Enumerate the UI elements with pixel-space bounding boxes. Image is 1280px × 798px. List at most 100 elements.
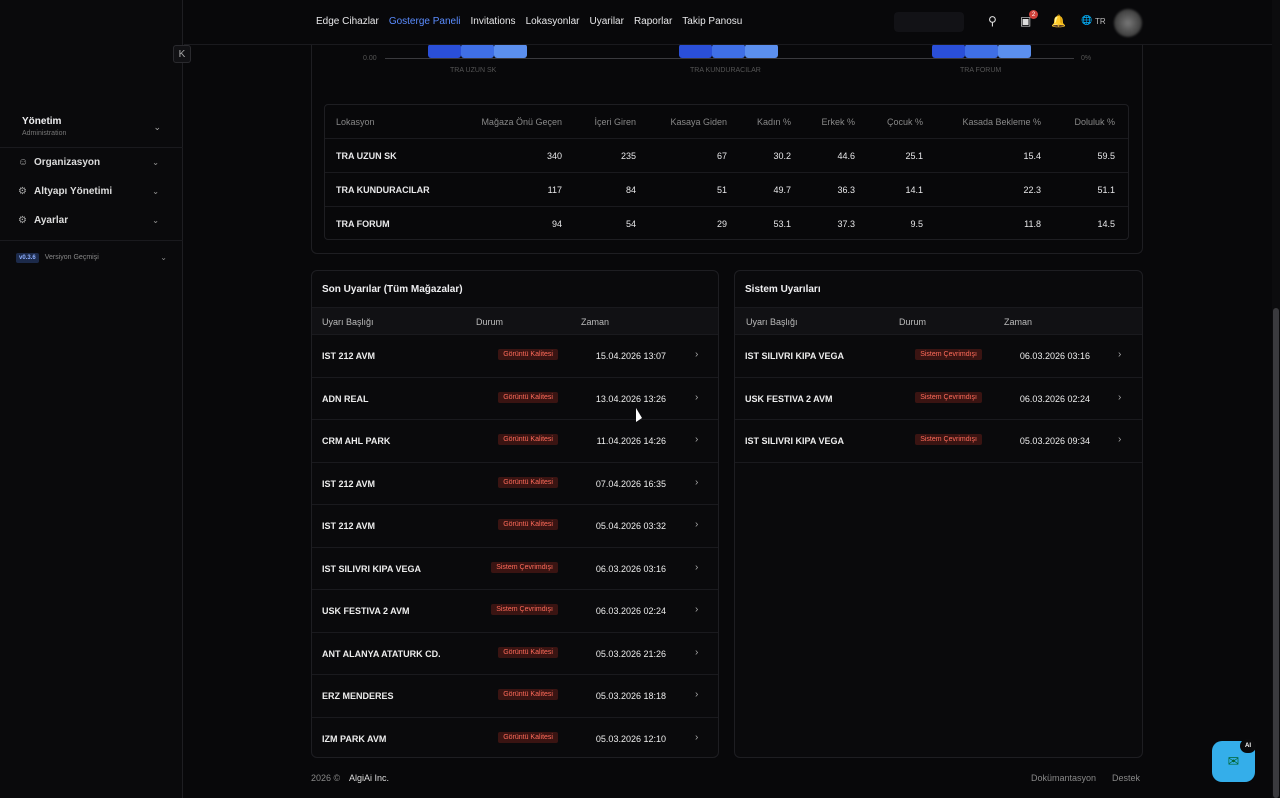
table-cell: 36.3 xyxy=(837,185,855,195)
table-cell: 94 xyxy=(551,219,562,229)
chevron-down-icon: ⌄ xyxy=(152,187,159,196)
scrollbar-thumb[interactable] xyxy=(1273,308,1279,798)
status-badge: Sistem Çevrimdışı xyxy=(491,561,558,573)
alert-row[interactable]: IST SILIVRI KIPA VEGA Sistem Çevrimdışı 06… xyxy=(735,335,1142,378)
system-alert-list: IST SILIVRI KIPA VEGA Sistem Çevrimdışı 06… xyxy=(735,335,1142,463)
chevron-right-icon[interactable]: › xyxy=(695,689,699,700)
chevron-right-icon[interactable]: › xyxy=(1118,434,1122,445)
chat-icon: ✉ xyxy=(1227,753,1240,769)
alert-row[interactable]: IST SILIVRI KIPA VEGA Sistem Çevrimdışı 06… xyxy=(312,548,718,590)
sidebar-item-organizasyon[interactable]: ☺ Organizasyon ⌄ xyxy=(0,148,183,177)
chevron-right-icon[interactable]: › xyxy=(695,731,699,743)
chevron-right-icon[interactable]: › xyxy=(695,391,699,403)
alert-row[interactable]: ADN REAL Görüntü Kalitesi 13.04.2026 13:26… xyxy=(312,378,718,420)
sidebar-collapse-button[interactable]: K xyxy=(173,45,191,63)
language-label[interactable]: TR xyxy=(1095,17,1106,26)
bar-0-1[interactable] xyxy=(461,44,494,58)
chevron-right-icon[interactable]: › xyxy=(1118,349,1122,360)
alert-row[interactable]: IST 212 AVM Görüntü Kalitesi 15.04.2026 13… xyxy=(312,335,718,378)
sidebar-item-altyapi[interactable]: ⚙ Altyapı Yönetimi ⌄ xyxy=(0,177,183,206)
section-subtitle: Administration xyxy=(22,130,67,137)
chevron-right-icon[interactable]: › xyxy=(1118,391,1122,403)
alert-row[interactable]: IZM PARK AVM Görüntü Kalitesi 05.03.2026 1… xyxy=(312,718,718,758)
alert-row[interactable]: ERZ MENDERES Görüntü Kalitesi 05.03.2026 1… xyxy=(312,675,718,718)
blurred-selector[interactable] xyxy=(894,12,964,32)
clipboard-icon[interactable]: ▣ xyxy=(1020,14,1032,28)
chevron-right-icon[interactable]: › xyxy=(695,519,699,530)
table-cell: 25.1 xyxy=(905,151,923,161)
sidebar-item-label: Organizasyon xyxy=(34,157,101,168)
nav-gosterge-paneli[interactable]: Gosterge Paneli xyxy=(388,16,461,27)
col-header: Kasada Bekleme % xyxy=(962,117,1041,127)
chevron-right-icon[interactable]: › xyxy=(695,434,699,445)
nav-invitations[interactable]: Invitations xyxy=(470,16,516,27)
col-header: Uyarı Başlığı xyxy=(746,317,798,327)
alert-time: 05.03.2026 09:34 xyxy=(1019,436,1090,446)
table-row[interactable]: TRA UZUN SK 340 235 67 30.2 44.6 25.1 15.4 59.5 xyxy=(325,139,1128,173)
col-header: Erkek % xyxy=(821,117,855,127)
chevron-right-icon[interactable]: › xyxy=(695,476,699,488)
status-badge: Görüntü Kalitesi xyxy=(498,519,558,530)
scrollbar-track[interactable] xyxy=(1272,0,1280,798)
globe-icon[interactable]: 🌐 xyxy=(1081,15,1093,25)
alert-title: IST 212 AVM xyxy=(322,351,376,361)
bar-1-1[interactable] xyxy=(712,44,745,58)
table-row[interactable]: TRA KUNDURACILAR 117 84 51 49.7 36.3 14.1 22.3 5… xyxy=(325,173,1128,207)
alert-title: IST SILIVRI KIPA VEGA xyxy=(745,351,845,361)
bar-2-0[interactable] xyxy=(932,44,965,58)
chevron-right-icon[interactable]: › xyxy=(695,561,699,573)
footer-support-link[interactable]: Destek xyxy=(1112,773,1141,783)
bar-1-2[interactable] xyxy=(745,44,778,58)
alert-title: ADN REAL xyxy=(322,393,369,404)
sidebar-item-ayarlar[interactable]: ⚙ Ayarlar ⌄ xyxy=(0,206,183,235)
mouse-cursor xyxy=(636,408,642,422)
avatar[interactable] xyxy=(1114,9,1142,37)
alert-title: CRM AHL PARK xyxy=(322,436,391,446)
nav-lokasyonlar[interactable]: Lokasyonlar xyxy=(525,16,580,27)
table-cell: 51 xyxy=(716,185,727,195)
footer-company[interactable]: AlgiAi Inc. xyxy=(349,773,390,783)
sidebar-section-header[interactable]: Yönetim Administration ⌄ xyxy=(0,108,183,148)
table-cell: 15.4 xyxy=(1023,151,1041,161)
table-cell: 53.1 xyxy=(773,219,791,229)
bar-1-0[interactable] xyxy=(679,44,712,58)
table-cell: TRA KUNDURACILAR xyxy=(336,185,430,195)
alert-row[interactable]: ANT ALANYA ATATURK CD. Görüntü Kalitesi 05… xyxy=(312,633,718,675)
table-cell: 84 xyxy=(625,185,636,195)
bar-chart xyxy=(385,44,1074,59)
chevron-down-icon: ⌄ xyxy=(153,122,161,132)
alert-row[interactable]: IST 212 AVM Görüntü Kalitesi 05.04.2026 03… xyxy=(312,505,718,548)
chevron-right-icon[interactable]: › xyxy=(695,349,699,360)
alert-row[interactable]: USK FESTIVA 2 AVM Sistem Çevrimdışı 06.03.… xyxy=(312,590,718,633)
col-header: Zaman xyxy=(1004,317,1033,327)
footer-docs-link[interactable]: Dokümantasyon xyxy=(1031,773,1097,783)
chevron-right-icon[interactable]: › xyxy=(695,604,699,615)
chevron-right-icon[interactable]: › xyxy=(695,646,699,658)
bar-0-0[interactable] xyxy=(428,44,461,58)
bar-2-2[interactable] xyxy=(998,44,1031,58)
alert-row[interactable]: IST 212 AVM Görüntü Kalitesi 07.04.2026 16… xyxy=(312,463,718,505)
table-cell: 51.1 xyxy=(1097,185,1115,195)
table-row[interactable]: TRA FORUM 94 54 29 53.1 37.3 9.5 11.8 14.5 xyxy=(325,207,1128,241)
alert-row[interactable]: USK FESTIVA 2 AVM Sistem Çevrimdışı 06.03.… xyxy=(735,378,1142,420)
version-history[interactable]: v0.3.6 Versiyon Geçmişi ⌄ xyxy=(0,240,183,274)
nav-takip-panosu[interactable]: Takip Panosu xyxy=(682,16,743,27)
nav-edge-cihazlar[interactable]: Edge Cihazlar xyxy=(316,16,379,27)
panel-title: Sistem Uyarıları xyxy=(745,284,821,295)
table-cell: TRA UZUN SK xyxy=(336,151,397,161)
search-icon[interactable]: ⚲ xyxy=(988,14,997,28)
table-cell: 14.1 xyxy=(905,185,923,195)
nav-uyarilar[interactable]: Uyarilar xyxy=(589,16,624,27)
bar-0-2[interactable] xyxy=(494,44,527,58)
bar-2-1[interactable] xyxy=(965,44,998,58)
col-header: Kasaya Giden xyxy=(670,117,727,127)
alert-row[interactable]: CRM AHL PARK Görüntü Kalitesi 11.04.2026 1… xyxy=(312,420,718,463)
alert-time: 05.03.2026 12:10 xyxy=(595,733,666,744)
bell-icon[interactable]: 🔔 xyxy=(1051,14,1066,28)
col-header: Uyarı Başlığı xyxy=(322,317,374,327)
x-tick-label: TRA UZUN SK xyxy=(450,67,497,74)
recent-alerts-panel: Son Uyarılar (Tüm Mağazalar) Uyarı Başlı… xyxy=(311,270,719,758)
table-header: Uyarı Başlığı Durum Zaman xyxy=(735,307,1142,335)
nav-raporlar[interactable]: Raporlar xyxy=(633,16,673,27)
alert-row[interactable]: IST SILIVRI KIPA VEGA Sistem Çevrimdışı 05… xyxy=(735,420,1142,463)
